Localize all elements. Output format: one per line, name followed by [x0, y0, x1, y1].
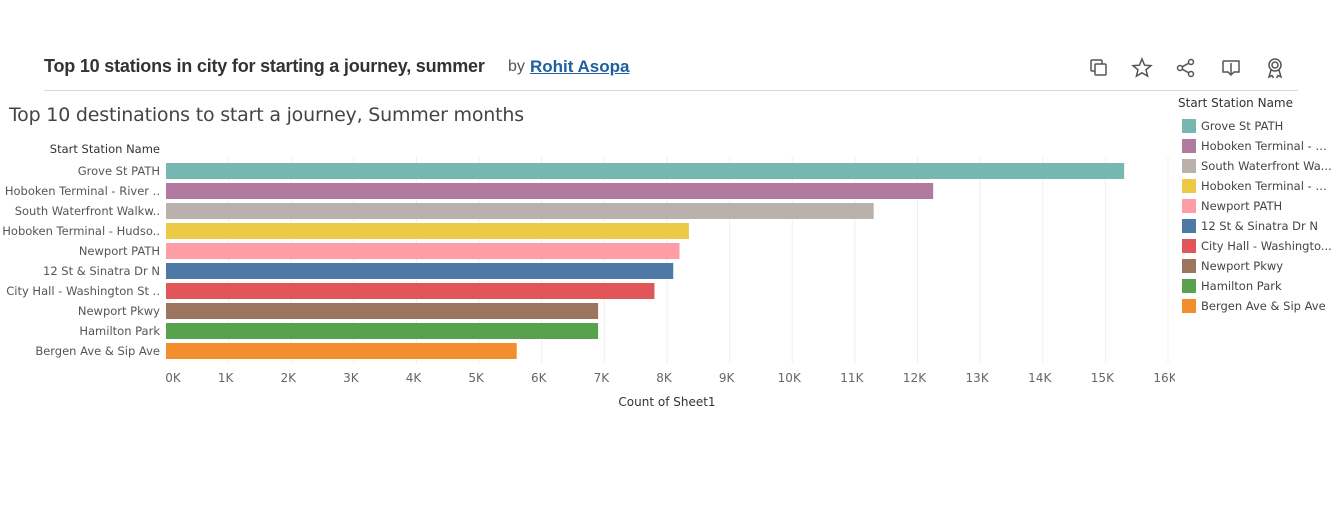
- legend-item[interactable]: Hoboken Terminal - H...: [1178, 176, 1336, 196]
- sheet-title: Top 10 destinations to start a journey, …: [9, 104, 524, 126]
- legend-swatch: [1182, 199, 1196, 213]
- legend-label: Grove St PATH: [1201, 119, 1284, 133]
- legend-label: Hamilton Park: [1201, 279, 1282, 293]
- legend-item[interactable]: Newport PATH: [1178, 196, 1336, 216]
- x-tick-label: 4K: [406, 371, 423, 385]
- author-link[interactable]: Rohit Asopa: [530, 57, 630, 76]
- toolbar: [1086, 56, 1296, 80]
- category-label: Newport PATH: [79, 244, 160, 258]
- legend-item[interactable]: Newport Pkwy: [1178, 256, 1336, 276]
- legend-swatch: [1182, 279, 1196, 293]
- award-icon[interactable]: [1263, 56, 1287, 80]
- x-axis-title: Count of Sheet1: [618, 395, 715, 409]
- bar[interactable]: [166, 343, 517, 359]
- legend-label: Newport Pkwy: [1201, 259, 1284, 273]
- x-tick-label: 1K: [218, 371, 235, 385]
- legend-swatch: [1182, 179, 1196, 193]
- category-label: South Waterfront Walkw..: [15, 204, 160, 218]
- legend-item[interactable]: Hamilton Park: [1178, 276, 1336, 296]
- legend-swatch: [1182, 239, 1196, 253]
- x-tick-label: 9K: [719, 371, 736, 385]
- category-label: Newport Pkwy: [78, 304, 160, 318]
- legend-label: City Hall - Washingto...: [1201, 239, 1332, 253]
- x-tick-label: 15K: [1091, 371, 1115, 385]
- bar[interactable]: [166, 203, 874, 219]
- bar[interactable]: [166, 223, 689, 239]
- category-label: Bergen Ave & Sip Ave: [35, 344, 160, 358]
- x-tick-label: 8K: [656, 371, 673, 385]
- x-tick-label: 11K: [840, 371, 864, 385]
- legend-label: Newport PATH: [1201, 199, 1283, 213]
- legend-swatch: [1182, 219, 1196, 233]
- legend-swatch: [1182, 139, 1196, 153]
- category-label: Hoboken Terminal - River ..: [5, 184, 160, 198]
- legend-swatch: [1182, 119, 1196, 133]
- x-tick-label: 5K: [468, 371, 485, 385]
- header-divider: [44, 90, 1298, 91]
- copy-icon[interactable]: [1086, 56, 1110, 80]
- legend-item[interactable]: 12 St & Sinatra Dr N: [1178, 216, 1336, 236]
- x-tick-label: 10K: [778, 371, 802, 385]
- star-icon[interactable]: [1130, 56, 1154, 80]
- legend-label: South Waterfront Wa...: [1201, 159, 1332, 173]
- bar[interactable]: [166, 163, 1125, 179]
- bar-chart: Start Station Name Grove St PATH Hoboken …: [0, 135, 1177, 425]
- legend-label: Hoboken Terminal - Ri...: [1201, 139, 1334, 153]
- category-label: 12 St & Sinatra Dr N: [43, 264, 160, 278]
- category-label: City Hall - Washington St ..: [6, 284, 160, 298]
- x-tick-label: 7K: [594, 371, 611, 385]
- row-header: Start Station Name: [50, 142, 160, 156]
- bar-layer: [166, 163, 1125, 359]
- legend-item[interactable]: City Hall - Washingto...: [1178, 236, 1336, 256]
- x-tick-label: 2K: [280, 371, 297, 385]
- x-tick-label: 14K: [1028, 371, 1052, 385]
- legend-item[interactable]: South Waterfront Wa...: [1178, 156, 1336, 176]
- share-icon[interactable]: [1174, 56, 1198, 80]
- bar[interactable]: [166, 263, 674, 279]
- by-label: by: [508, 58, 525, 75]
- chart-svg: Start Station Name Grove St PATH Hoboken …: [2, 142, 1177, 409]
- category-labels: Grove St PATH Hoboken Terminal - River ..…: [2, 164, 160, 358]
- x-tick-label: 16K: [1153, 371, 1175, 385]
- category-label: Hoboken Terminal - Hudso..: [2, 224, 160, 238]
- x-tick-label: 0K: [165, 371, 182, 385]
- viz-title: Top 10 stations in city for starting a j…: [44, 56, 485, 76]
- category-label: Hamilton Park: [79, 324, 160, 338]
- legend-item[interactable]: Grove St PATH: [1178, 116, 1336, 136]
- legend-label: Hoboken Terminal - H...: [1201, 179, 1334, 193]
- x-tick-label: 6K: [531, 371, 548, 385]
- category-label: Grove St PATH: [78, 164, 160, 178]
- x-tick-label: 12K: [903, 371, 927, 385]
- legend-items: Grove St PATH Hoboken Terminal - Ri... Sou…: [1178, 116, 1336, 316]
- download-icon[interactable]: [1219, 56, 1243, 80]
- bar[interactable]: [166, 323, 599, 339]
- legend: Start Station Name Grove St PATH Hoboken …: [1178, 96, 1336, 316]
- legend-label: 12 St & Sinatra Dr N: [1201, 219, 1318, 233]
- legend-label: Bergen Ave & Sip Ave: [1201, 299, 1326, 313]
- legend-item[interactable]: Bergen Ave & Sip Ave: [1178, 296, 1336, 316]
- legend-item[interactable]: Hoboken Terminal - Ri...: [1178, 136, 1336, 156]
- x-axis-ticks: 0K 1K 2K 3K 4K 5K 6K 7K 8K 9K 10K 11K 12K 13K 14K 15K 16…: [165, 371, 1177, 385]
- bar[interactable]: [166, 243, 680, 259]
- legend-swatch: [1182, 159, 1196, 173]
- legend-swatch: [1182, 259, 1196, 273]
- x-tick-label: 13K: [966, 371, 990, 385]
- x-tick-label: 3K: [343, 371, 360, 385]
- bar[interactable]: [166, 183, 934, 199]
- legend-swatch: [1182, 299, 1196, 313]
- bar[interactable]: [166, 303, 599, 319]
- bar[interactable]: [166, 283, 655, 299]
- viz-header: Top 10 stations in city for starting a j…: [44, 56, 1336, 80]
- legend-title: Start Station Name: [1178, 96, 1294, 110]
